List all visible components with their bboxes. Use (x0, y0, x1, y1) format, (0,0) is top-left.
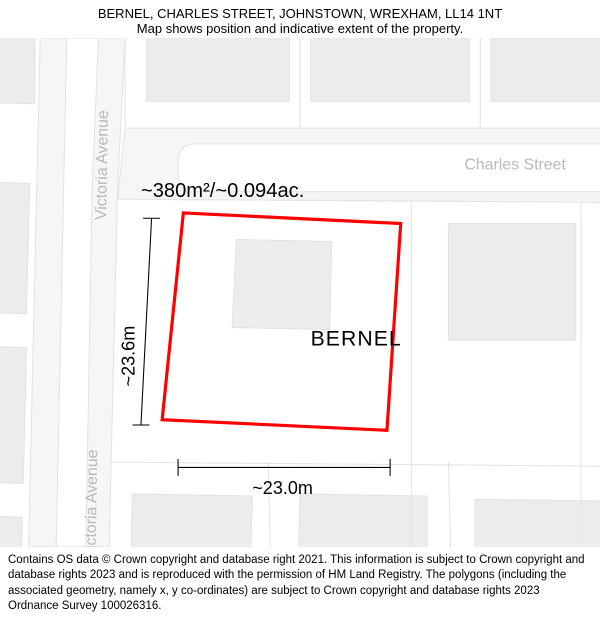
map-canvas: Victoria Avenue Victoria Avenue Charles St… (0, 38, 600, 547)
road-label-victoria-2: Victoria Avenue (82, 449, 101, 547)
building-10 (298, 494, 427, 547)
road-label-victoria-1: Victoria Avenue (93, 110, 112, 220)
building-8 (448, 224, 575, 341)
property-map-svg: Victoria Avenue Victoria Avenue Charles St… (0, 38, 600, 547)
building-5 (0, 345, 26, 483)
dim-height-label: ~23.6m (119, 326, 139, 387)
page-title: BERNEL, CHARLES STREET, JOHNSTOWN, WREXH… (10, 6, 590, 21)
road-label-charles: Charles Street (464, 156, 566, 173)
page-subtitle: Map shows position and indicative extent… (10, 21, 590, 36)
area-label: ~380m²/~0.094ac. (141, 180, 304, 202)
building-3 (491, 38, 600, 102)
building-9 (130, 494, 252, 547)
building-0 (0, 38, 35, 104)
building-1 (146, 38, 289, 102)
attribution-footer: Contains OS data © Crown copyright and d… (0, 547, 600, 625)
map-header: BERNEL, CHARLES STREET, JOHNSTOWN, WREXH… (0, 0, 600, 38)
building-2 (311, 38, 470, 102)
building-4 (0, 181, 30, 314)
property-label: BERNEL (311, 327, 402, 350)
dim-width-label: ~23.0m (252, 478, 313, 498)
building-7 (232, 239, 332, 329)
building-6 (0, 515, 22, 547)
